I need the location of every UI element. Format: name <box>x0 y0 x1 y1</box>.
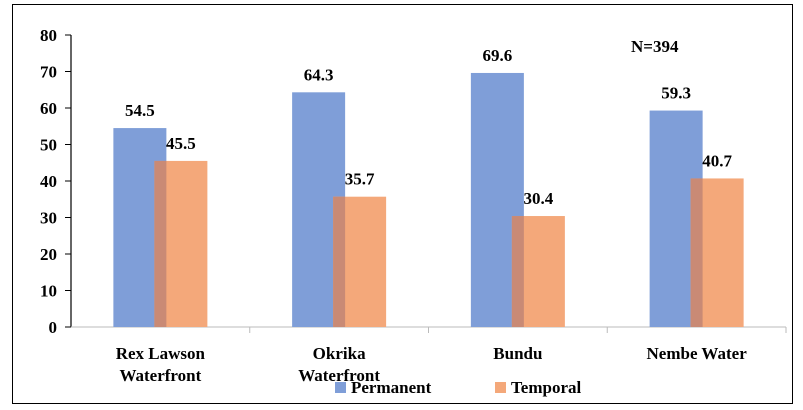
x-category-label: Okrika <box>313 344 366 363</box>
bar-chart: 0 10 20 30 40 50 60 70 80 54.5 45.5 Rex Lawson Water… <box>40 26 787 397</box>
data-label-temporal: 40.7 <box>702 151 732 170</box>
y-tick-label: 60 <box>40 99 57 118</box>
y-tick-label: 30 <box>40 209 57 228</box>
legend-label-temporal: Temporal <box>511 378 581 397</box>
y-tick-label: 40 <box>40 172 57 191</box>
bar-overlap-region <box>690 178 703 327</box>
data-label-permanent: 64.3 <box>304 65 334 84</box>
data-label-temporal: 45.5 <box>166 134 196 153</box>
legend-swatch-temporal <box>495 382 506 393</box>
legend-label-permanent: Permanent <box>351 378 432 397</box>
sample-size-annotation: N=394 <box>631 37 679 56</box>
legend-swatch-permanent <box>335 382 346 393</box>
y-tick-label: 20 <box>40 245 57 264</box>
x-category-label: Bundu <box>493 344 542 363</box>
y-tick-label: 50 <box>40 136 57 155</box>
y-tick-label: 0 <box>49 318 58 337</box>
x-category-label: Waterfront <box>119 366 201 385</box>
data-label-temporal: 35.7 <box>345 170 375 189</box>
x-category-label: Nembe Water <box>647 344 748 363</box>
data-label-permanent: 59.3 <box>661 84 691 103</box>
x-category-label: Rex Lawson <box>116 344 206 363</box>
data-label-permanent: 69.6 <box>483 46 513 65</box>
y-tick-label: 10 <box>40 282 57 301</box>
bar-overlap-region <box>154 160 167 327</box>
bar-overlap-region <box>333 196 346 327</box>
x-category-label: Waterfront <box>298 366 380 385</box>
bar-overlap-region <box>511 216 524 327</box>
y-tick-label: 80 <box>40 26 57 45</box>
chart-frame: 0 10 20 30 40 50 60 70 80 54.5 45.5 Rex Lawson Water… <box>12 4 793 404</box>
data-label-permanent: 54.5 <box>125 101 155 120</box>
data-label-temporal: 30.4 <box>524 189 554 208</box>
y-tick-label: 70 <box>40 63 57 82</box>
